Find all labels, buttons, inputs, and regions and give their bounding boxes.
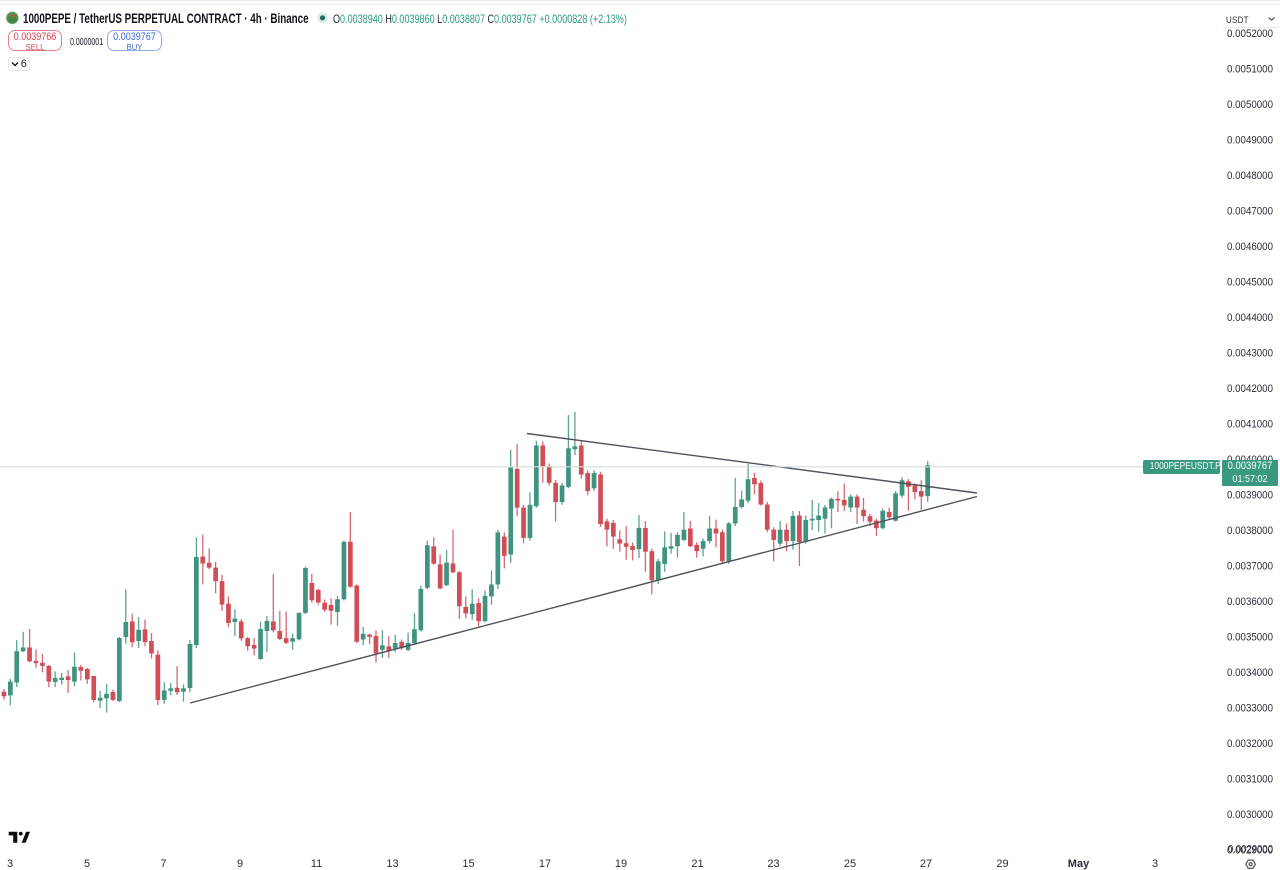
svg-text:27: 27 <box>920 858 932 870</box>
svg-text:5: 5 <box>84 858 90 870</box>
svg-text:0.0037000: 0.0037000 <box>1227 560 1273 572</box>
svg-text:3: 3 <box>1152 858 1158 870</box>
svg-text:0.0043000: 0.0043000 <box>1227 347 1273 359</box>
svg-text:0.0041000: 0.0041000 <box>1227 418 1273 430</box>
svg-text:0.0052000: 0.0052000 <box>1227 28 1273 40</box>
svg-text:0.0038000: 0.0038000 <box>1227 525 1273 537</box>
svg-text:9: 9 <box>237 858 243 870</box>
svg-text:0.0046000: 0.0046000 <box>1227 241 1273 253</box>
svg-text:0.0031000: 0.0031000 <box>1227 773 1273 785</box>
svg-text:21: 21 <box>691 858 703 870</box>
svg-text:11: 11 <box>311 858 322 870</box>
svg-text:19: 19 <box>615 858 627 870</box>
svg-text:0.0036000: 0.0036000 <box>1227 596 1273 608</box>
svg-text:0.0030000: 0.0030000 <box>1227 809 1273 821</box>
svg-text:May: May <box>1068 858 1090 870</box>
svg-text:29: 29 <box>996 858 1008 870</box>
svg-text:0.0050000: 0.0050000 <box>1227 99 1273 111</box>
svg-text:0.0034000: 0.0034000 <box>1227 667 1273 679</box>
svg-text:0.0048000: 0.0048000 <box>1227 170 1273 182</box>
svg-text:0.0044000: 0.0044000 <box>1227 312 1273 324</box>
svg-text:0.0029000: 0.0029000 <box>1228 844 1273 856</box>
svg-text:0.0029000: 0.0029000 <box>1227 844 1273 856</box>
svg-text:0.0045000: 0.0045000 <box>1227 276 1273 288</box>
svg-text:7: 7 <box>160 858 166 870</box>
svg-text:3: 3 <box>7 858 13 870</box>
svg-text:25: 25 <box>844 858 856 870</box>
svg-text:0.0051000: 0.0051000 <box>1227 63 1273 75</box>
svg-text:23: 23 <box>767 858 779 870</box>
svg-text:13: 13 <box>386 858 398 870</box>
svg-text:0.0047000: 0.0047000 <box>1227 205 1273 217</box>
svg-text:0.0032000: 0.0032000 <box>1227 738 1273 750</box>
svg-text:15: 15 <box>462 858 474 870</box>
svg-text:17: 17 <box>539 858 551 870</box>
svg-text:0.0035000: 0.0035000 <box>1227 631 1273 643</box>
svg-text:0.0033000: 0.0033000 <box>1227 702 1273 714</box>
svg-text:0.0039000: 0.0039000 <box>1227 489 1273 501</box>
svg-text:0.0042000: 0.0042000 <box>1227 383 1273 395</box>
svg-text:0.0049000: 0.0049000 <box>1227 134 1273 146</box>
